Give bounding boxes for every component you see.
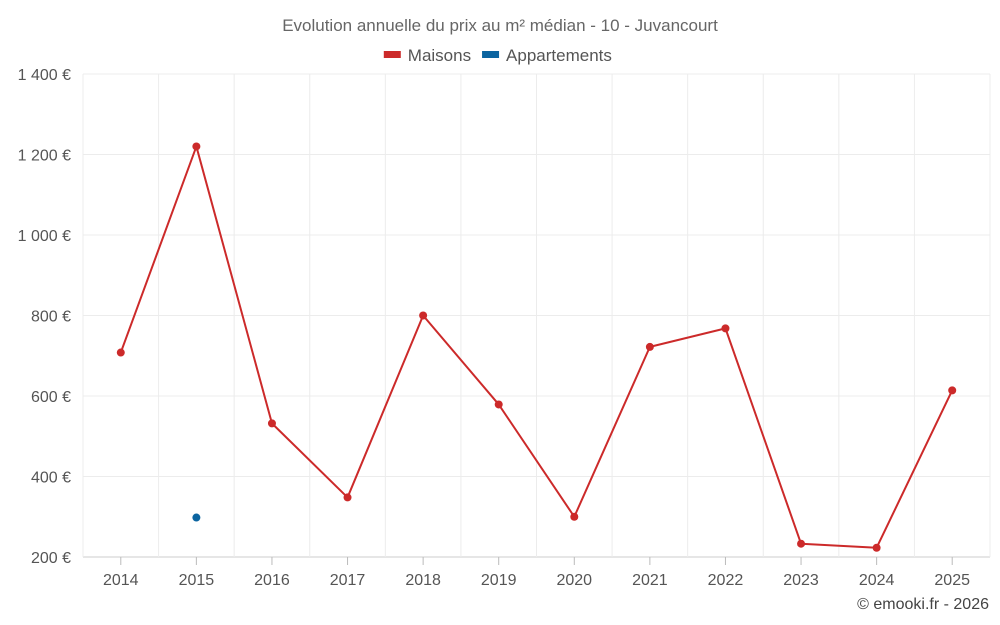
data-point[interactable] (419, 311, 428, 320)
data-point[interactable] (192, 513, 201, 522)
data-point[interactable] (570, 512, 579, 521)
x-tick-label: 2018 (405, 572, 441, 589)
data-point[interactable] (797, 539, 806, 548)
chart-title: Evolution annuelle du prix au m² médian … (282, 16, 718, 35)
credit-text: © emooki.fr - 2026 (857, 596, 989, 613)
x-axis: 2014 2015 2016 2017 2018 2019 2020 2021 2022 2023… (103, 557, 970, 589)
x-tick-label: 2022 (708, 572, 744, 589)
series-maisons (116, 142, 957, 552)
x-tick-label: 2017 (330, 572, 366, 589)
y-tick-label: 600 € (31, 389, 71, 406)
data-point[interactable] (948, 386, 957, 395)
x-tick-label: 2023 (783, 572, 819, 589)
legend-swatch (482, 51, 500, 58)
chart-legend: Maisons Appartements (383, 46, 612, 65)
chart-series (116, 142, 957, 552)
y-tick-label: 800 € (31, 309, 71, 326)
data-point[interactable] (645, 342, 654, 351)
legend-swatch (383, 51, 401, 58)
series-appartements (192, 513, 201, 522)
y-tick-label: 1 000 € (18, 228, 71, 245)
grid-lines (82, 73, 991, 558)
x-tick-label: 2016 (254, 572, 290, 589)
data-point[interactable] (494, 400, 503, 409)
x-tick-label: 2019 (481, 572, 517, 589)
y-tick-label: 1 200 € (18, 148, 71, 165)
y-axis: 200 € 400 € 600 € 800 € 1 000 € 1 200 € 1 400 … (18, 67, 71, 567)
y-tick-label: 400 € (31, 470, 71, 487)
x-tick-label: 2021 (632, 572, 668, 589)
data-point[interactable] (192, 142, 201, 151)
series-line (119, 145, 954, 549)
y-tick-label: 200 € (31, 550, 71, 567)
x-tick-label: 2015 (179, 572, 215, 589)
data-point[interactable] (267, 419, 276, 428)
x-tick-label: 2020 (556, 572, 592, 589)
data-point[interactable] (116, 348, 125, 357)
data-point[interactable] (721, 324, 730, 333)
data-point[interactable] (872, 543, 881, 552)
x-tick-label: 2024 (859, 572, 895, 589)
y-tick-label: 1 400 € (18, 67, 71, 84)
legend-label[interactable]: Maisons (408, 46, 471, 65)
legend-label[interactable]: Appartements (506, 46, 612, 65)
data-point[interactable] (343, 493, 352, 502)
x-tick-label: 2014 (103, 572, 139, 589)
x-tick-label: 2025 (934, 572, 970, 589)
